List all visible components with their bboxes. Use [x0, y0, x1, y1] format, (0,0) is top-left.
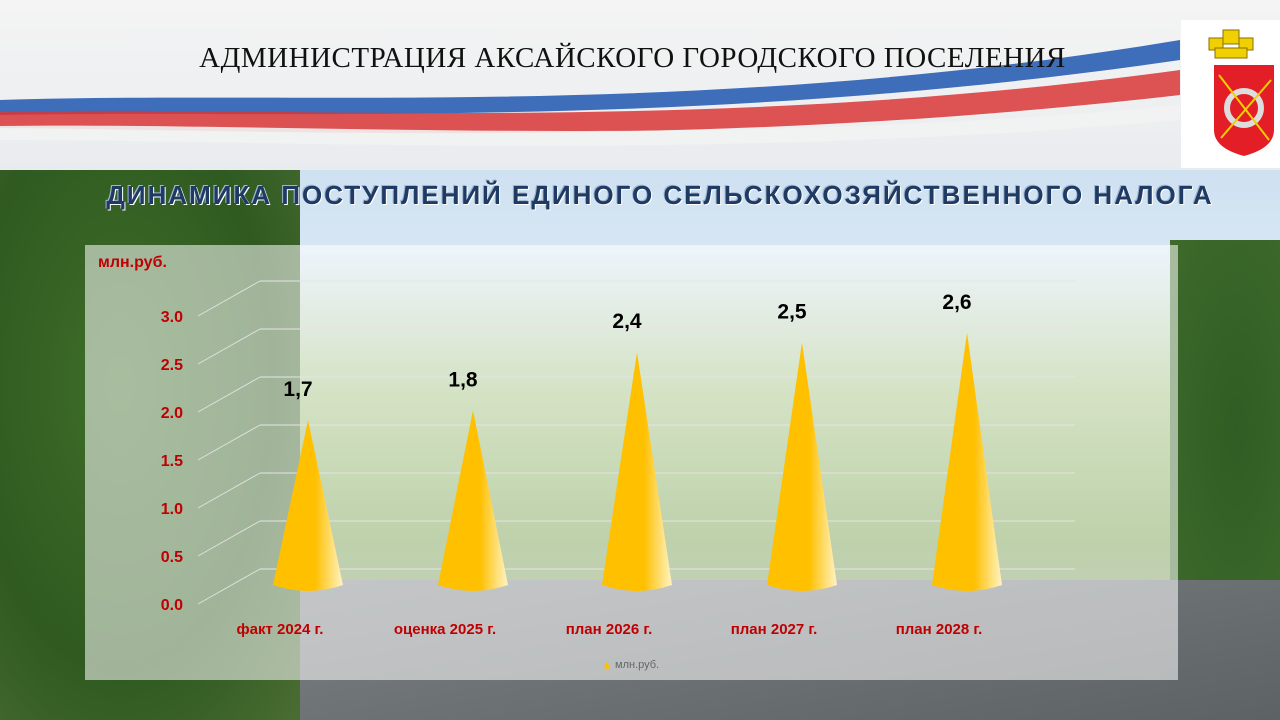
gridline-depth — [197, 568, 261, 605]
y-tick-label: 0.0 — [161, 597, 183, 614]
gridline-depth — [197, 424, 261, 461]
background-trees-right — [1170, 240, 1280, 620]
y-tick-label: 3.0 — [161, 309, 183, 326]
flag-wave-decoration — [0, 40, 1180, 146]
y-tick-label: 2.0 — [161, 405, 183, 422]
y-axis-label: млн.руб. — [98, 254, 167, 271]
cone-bar — [932, 332, 1002, 591]
coat-of-arms-logo — [1181, 20, 1280, 168]
gridline-depth — [197, 280, 261, 317]
x-tick-label: план 2026 г. — [566, 621, 653, 638]
data-label: 1,8 — [448, 368, 478, 391]
data-label: 1,7 — [283, 378, 312, 401]
x-tick-label: план 2028 г. — [896, 621, 983, 638]
x-tick-label: факт 2024 г. — [237, 621, 324, 638]
gridline-depth — [197, 472, 261, 509]
cone-bar — [273, 420, 343, 591]
data-label: 2,4 — [612, 310, 642, 333]
cone-bar — [438, 410, 508, 591]
y-tick-label: 1.5 — [161, 453, 183, 470]
chart-title: ДИНАМИКА ПОСТУПЛЕНИЙ ЕДИНОГО СЕЛЬСКОХОЗЯ… — [106, 180, 1214, 210]
y-tick-label: 0.5 — [161, 549, 183, 566]
gridline-depth — [197, 376, 261, 413]
cone-bar — [602, 352, 672, 591]
legend-marker — [604, 661, 610, 669]
y-tick-label: 2.5 — [161, 357, 183, 374]
data-label: 2,6 — [942, 291, 971, 314]
cone-bar — [767, 342, 837, 591]
header-banner: АДМИНИСТРАЦИЯ АКСАЙСКОГО ГОРОДСКОГО ПОСЕ… — [0, 0, 1280, 170]
page-title: АДМИНИСТРАЦИЯ АКСАЙСКОГО ГОРОДСКОГО ПОСЕ… — [199, 42, 1066, 74]
y-tick-label: 1.0 — [161, 501, 183, 518]
data-label: 2,5 — [777, 301, 807, 324]
x-tick-label: план 2027 г. — [731, 621, 818, 638]
x-tick-label: оценка 2025 г. — [394, 621, 496, 638]
gridline-depth — [197, 520, 261, 557]
gridline-depth — [197, 328, 261, 365]
legend-label: млн.руб. — [615, 659, 659, 671]
